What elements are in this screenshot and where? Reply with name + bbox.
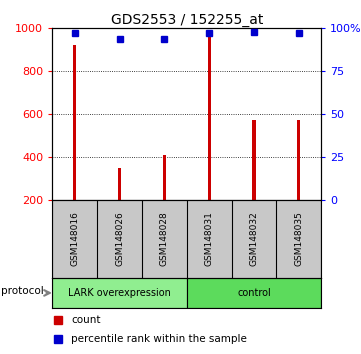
Text: count: count bbox=[71, 315, 101, 325]
Text: GSM148026: GSM148026 bbox=[115, 212, 124, 266]
Text: LARK overexpression: LARK overexpression bbox=[68, 288, 171, 298]
Text: percentile rank within the sample: percentile rank within the sample bbox=[71, 333, 247, 344]
Bar bbox=[118, 168, 121, 200]
Text: GSM148035: GSM148035 bbox=[294, 211, 303, 267]
Bar bbox=[163, 155, 166, 200]
Text: GSM148031: GSM148031 bbox=[205, 211, 214, 267]
Text: protocol: protocol bbox=[1, 286, 44, 296]
Text: GSM148016: GSM148016 bbox=[70, 211, 79, 267]
Text: GSM148032: GSM148032 bbox=[249, 212, 258, 266]
Bar bbox=[208, 37, 211, 200]
Bar bbox=[297, 120, 300, 200]
Bar bbox=[73, 46, 76, 200]
Title: GDS2553 / 152255_at: GDS2553 / 152255_at bbox=[110, 13, 263, 27]
Bar bbox=[52, 278, 187, 308]
Bar bbox=[187, 278, 321, 308]
Bar bbox=[252, 120, 256, 200]
Text: GSM148028: GSM148028 bbox=[160, 212, 169, 266]
Text: control: control bbox=[237, 288, 271, 298]
